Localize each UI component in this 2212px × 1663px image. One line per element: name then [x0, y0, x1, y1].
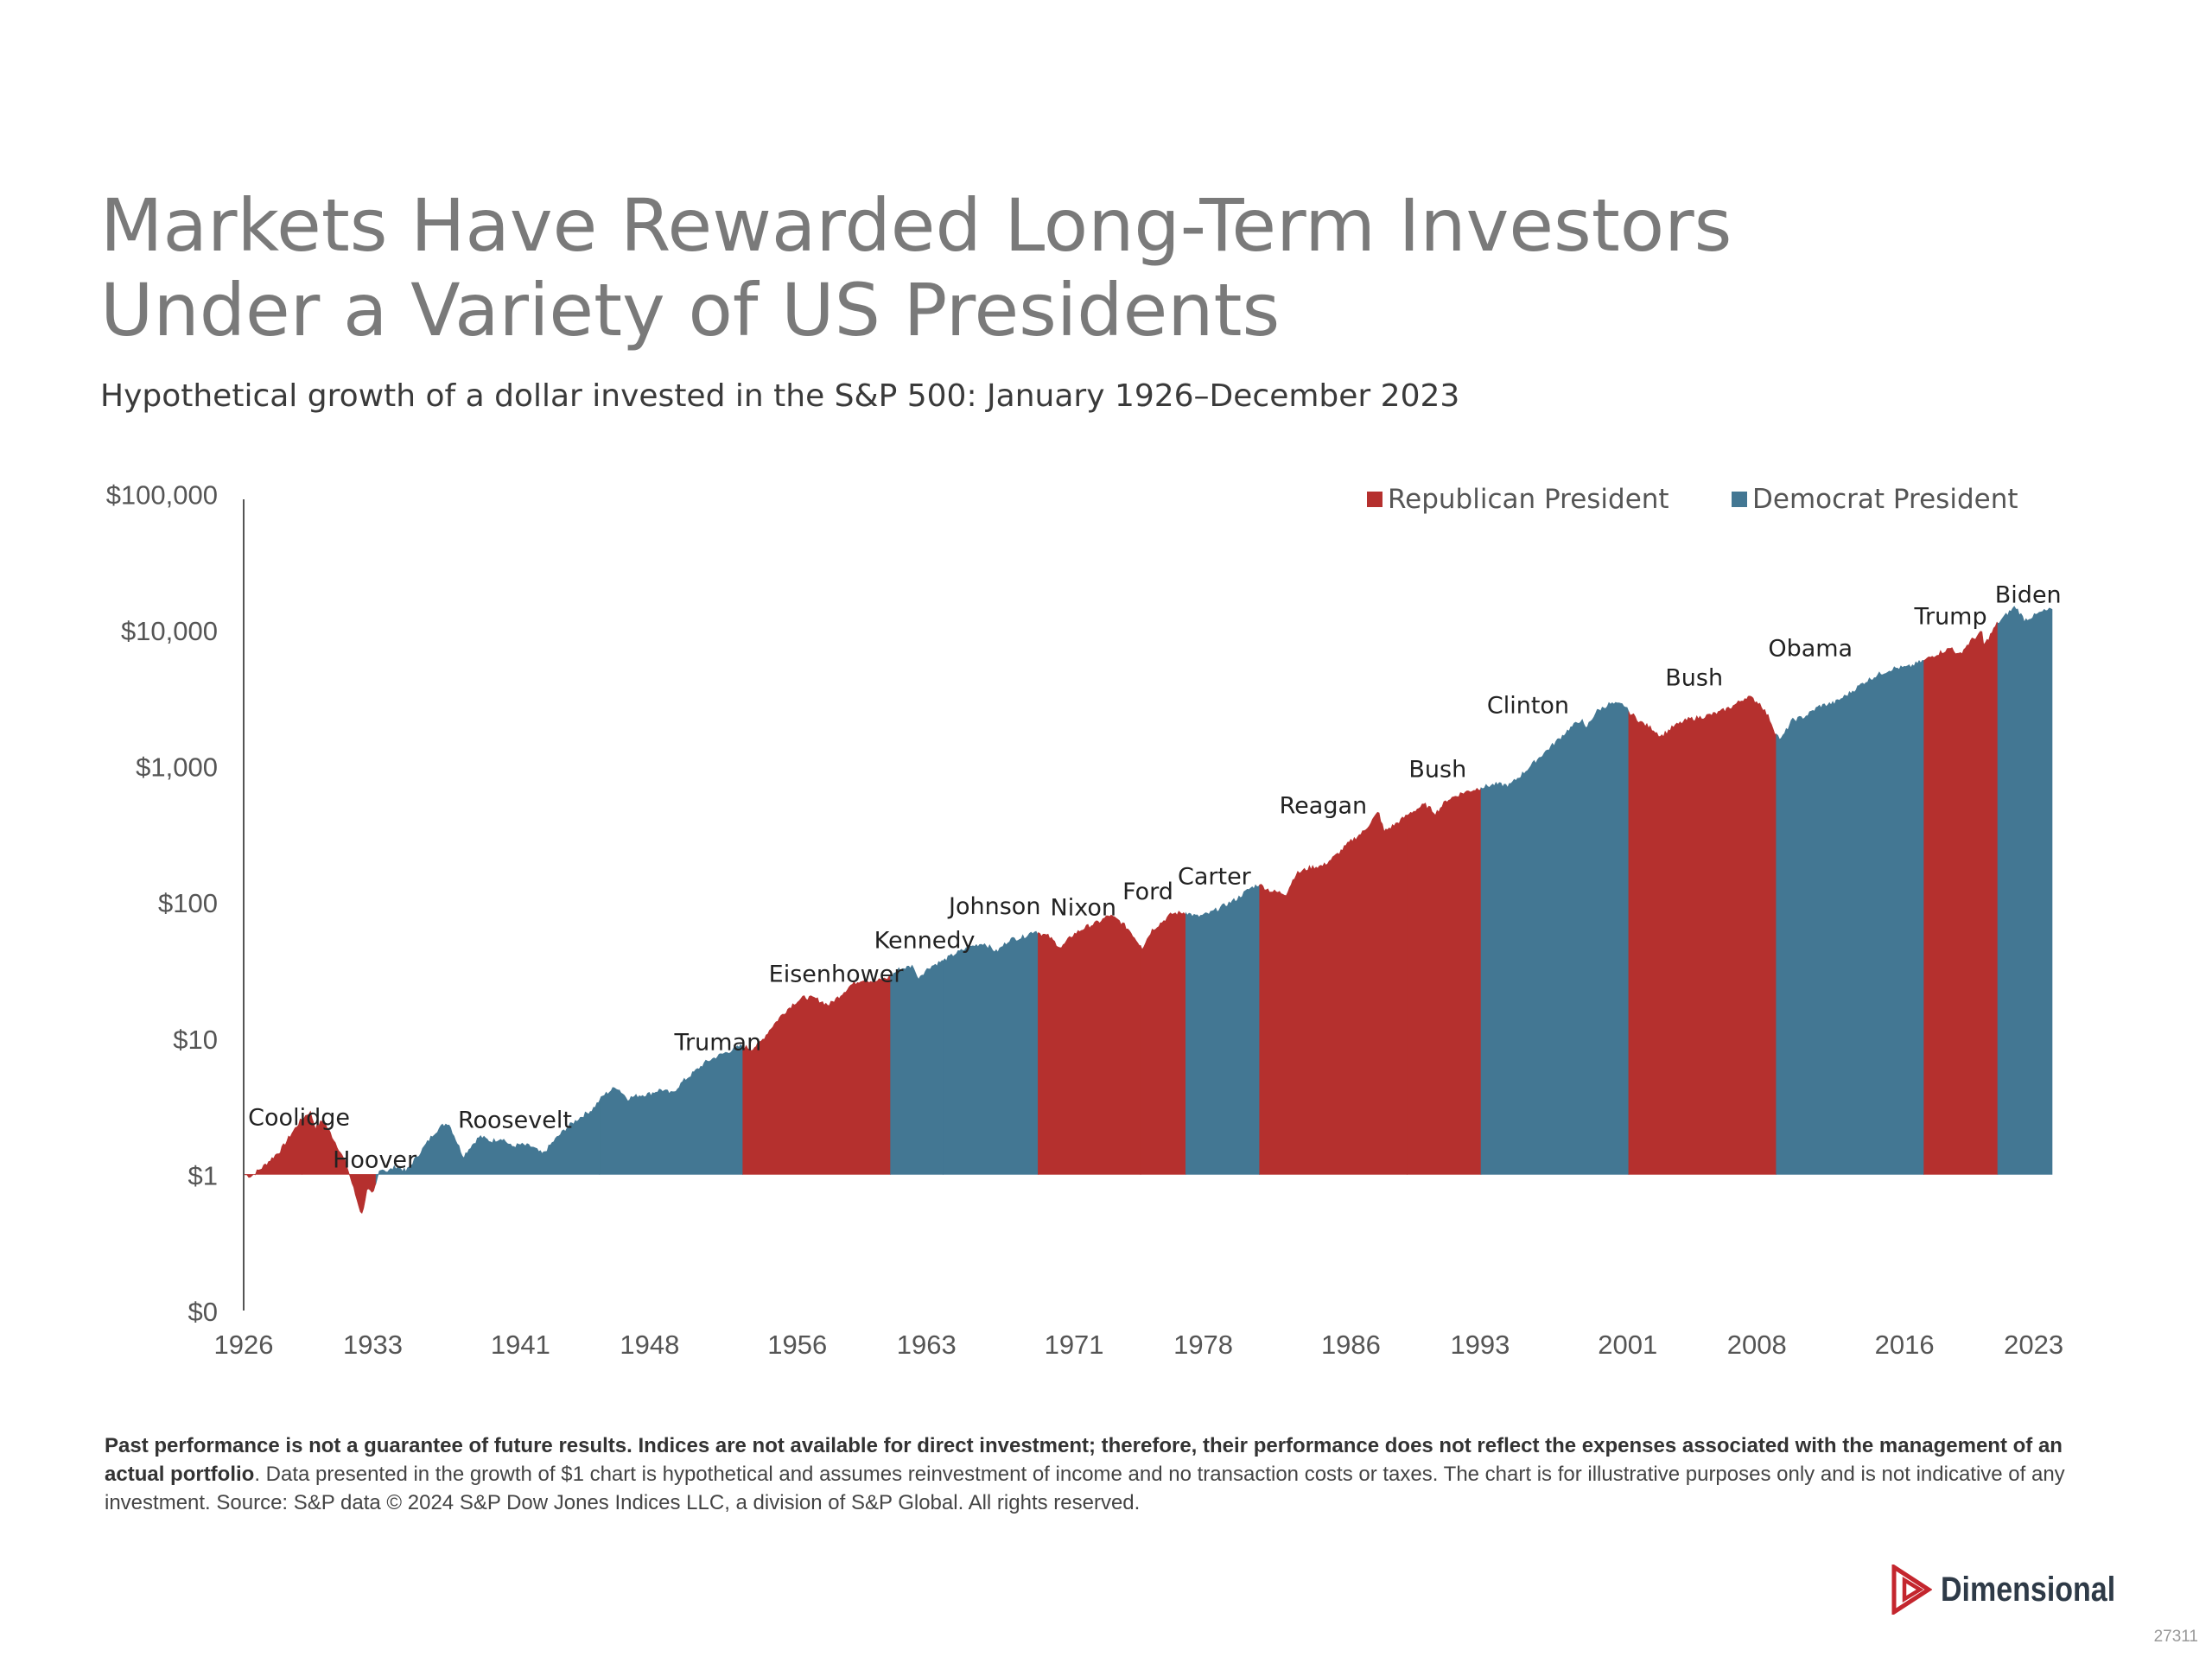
- y-tick-label: $10: [173, 1025, 218, 1055]
- president-label: Biden: [1995, 582, 2062, 609]
- x-tick-label: 2016: [1875, 1330, 1935, 1360]
- term-area-trump-15: [1923, 621, 1999, 1175]
- x-tick-label: 1986: [1321, 1330, 1381, 1360]
- legend: Republican President Democrat President: [1367, 484, 2018, 515]
- president-label: Truman: [674, 1029, 762, 1056]
- president-label: Reagan: [1280, 792, 1368, 819]
- president-label: Trump: [1913, 603, 1986, 630]
- president-label: Obama: [1768, 636, 1853, 663]
- legend-swatch-republican: [1367, 492, 1382, 507]
- page-title: Markets Have Rewarded Long-Term Investor…: [100, 183, 2001, 352]
- disclaimer-footnote: Past performance is not a guarantee of f…: [105, 1431, 2075, 1517]
- term-area-nixon-7: [1038, 914, 1141, 1175]
- term-area-bush-11: [1407, 787, 1482, 1175]
- president-label: Roosevelt: [458, 1107, 572, 1133]
- brand-name: Dimensional: [1941, 1570, 2116, 1609]
- y-tick-label: $1: [188, 1160, 218, 1190]
- term-area-hoover-1: [302, 1110, 377, 1215]
- president-label: Eisenhower: [769, 961, 905, 987]
- y-tick-label: $0: [188, 1297, 218, 1327]
- x-tick-label: 1941: [491, 1330, 550, 1360]
- president-label: Kennedy: [874, 927, 976, 954]
- x-tick-label: 1948: [620, 1330, 679, 1360]
- president-label: Ford: [1122, 879, 1173, 905]
- x-tick-label: 2023: [2004, 1330, 2063, 1360]
- president-label: Clinton: [1487, 692, 1569, 719]
- term-area-reagan-10: [1259, 811, 1408, 1175]
- x-tick-label: 2001: [1598, 1330, 1657, 1360]
- term-area-clinton-12: [1480, 701, 1630, 1175]
- term-area-kennedy-5: [890, 960, 944, 1175]
- term-area-ford-8: [1140, 911, 1186, 1175]
- dimensional-logo-icon: [1891, 1565, 1932, 1615]
- y-tick-label: $10,000: [121, 616, 218, 646]
- president-label: Coolidge: [248, 1104, 350, 1131]
- term-area-carter-9: [1185, 884, 1260, 1175]
- y-tick-label: $1,000: [136, 752, 218, 783]
- area-layer: [243, 606, 2053, 1215]
- x-tick-label: 1978: [1173, 1330, 1233, 1360]
- legend-label-democrat: Democrat President: [1752, 484, 2018, 515]
- term-area-johnson-6: [943, 930, 1039, 1175]
- title-line-2: Under a Variety of US Presidents: [100, 268, 1281, 352]
- term-area-obama-14: [1776, 659, 1924, 1175]
- president-labels-layer: Coolidge Hoover Roosevelt Truman Eisenhower K…: [248, 582, 2062, 1174]
- president-label: Bush: [1408, 756, 1466, 783]
- y-tick-label: $100: [158, 888, 218, 918]
- x-tick-label: 1926: [214, 1330, 274, 1360]
- term-area-truman-3: [599, 1044, 743, 1175]
- x-tick-label: 2008: [1727, 1330, 1787, 1360]
- x-tick-label: 1956: [767, 1330, 827, 1360]
- term-area-eisenhower-4: [742, 975, 891, 1175]
- chart-subtitle: Hypothetical growth of a dollar invested…: [100, 378, 1460, 414]
- term-area-biden-16: [1997, 606, 2053, 1175]
- brand-logo: Dimensional: [1891, 1564, 2146, 1615]
- president-label: Johnson: [947, 893, 1040, 920]
- disclaimer-text: . Data presented in the growth of $1 cha…: [105, 1463, 2065, 1514]
- term-area-bush-13: [1628, 695, 1777, 1175]
- x-tick-label: 1933: [343, 1330, 403, 1360]
- y-tick-label: $100,000: [106, 479, 218, 510]
- president-label: Hoover: [333, 1147, 417, 1174]
- x-tick-label: 1993: [1450, 1330, 1510, 1360]
- president-label: Carter: [1178, 864, 1252, 891]
- disclaimer-bold: Past performance is not a guarantee of f…: [105, 1434, 2063, 1486]
- title-line-1: Markets Have Rewarded Long-Term Investor…: [100, 183, 1732, 268]
- x-tick-label: 1963: [897, 1330, 957, 1360]
- president-label: Bush: [1665, 664, 1723, 691]
- legend-label-republican: Republican President: [1388, 484, 1669, 515]
- legend-swatch-democrat: [1732, 492, 1747, 507]
- president-label: Nixon: [1051, 894, 1116, 921]
- x-tick-label: 1971: [1045, 1330, 1104, 1360]
- term-area-coolidge-0: [243, 1118, 302, 1178]
- term-area-roosevelt-2: [375, 1100, 601, 1184]
- document-code: 27311: [2153, 1628, 2198, 1646]
